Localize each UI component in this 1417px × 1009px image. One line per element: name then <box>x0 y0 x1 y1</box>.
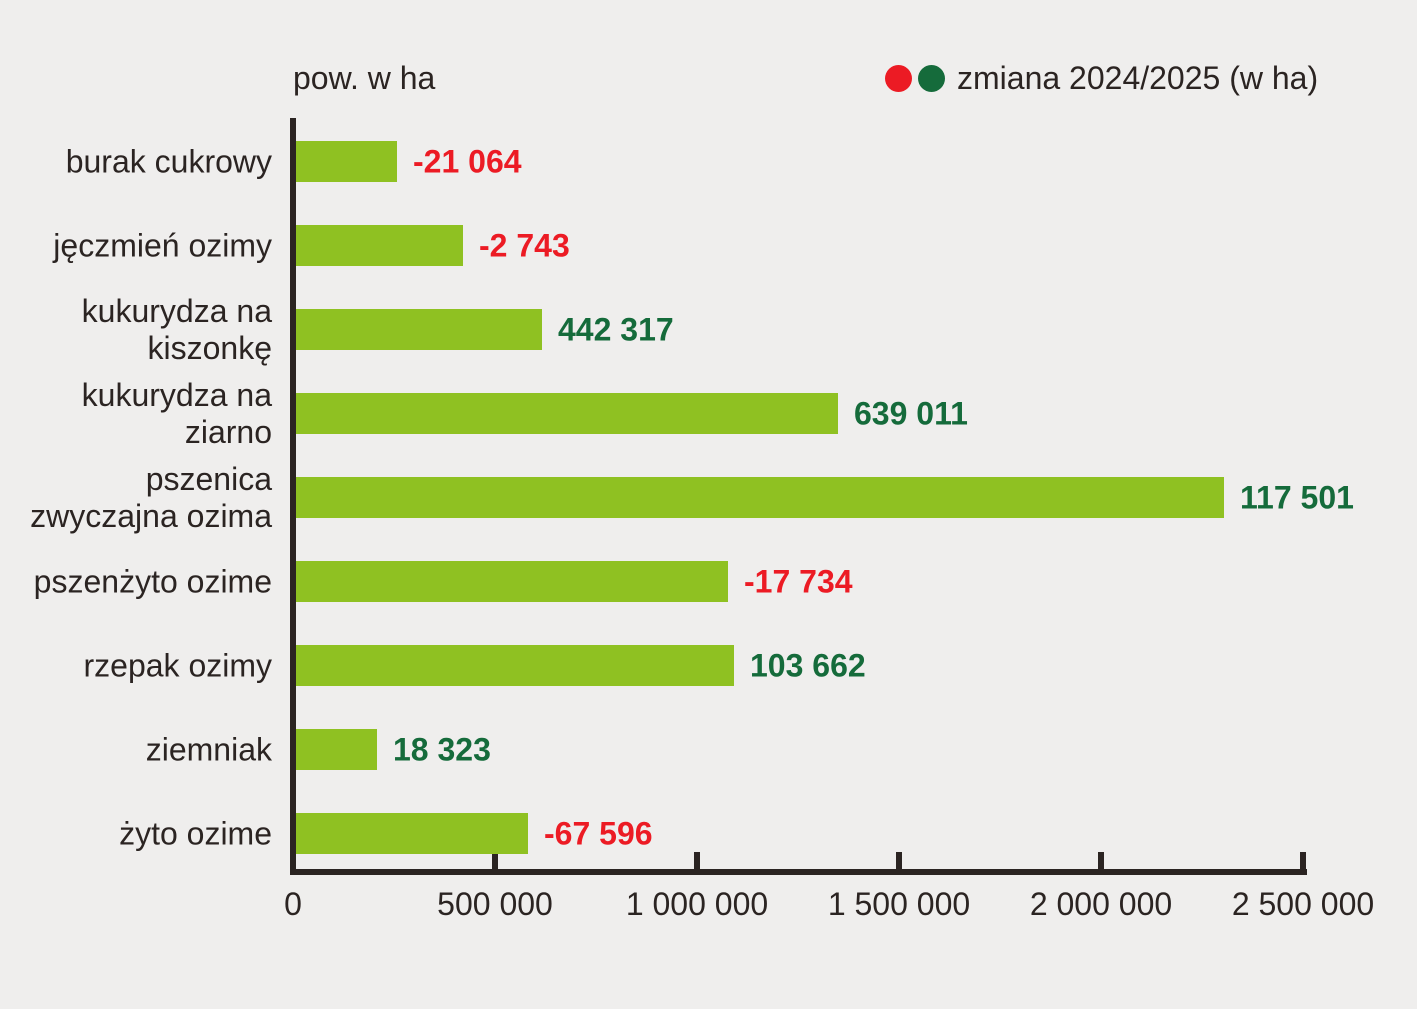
change-value-label: -17 734 <box>744 563 853 599</box>
category-label-line: pszenżyto ozime <box>33 563 272 599</box>
category-label-line: pszenica <box>145 460 272 497</box>
category-label-line: jęczmień ozimy <box>53 227 272 263</box>
x-axis-tick-label: 500 000 <box>437 886 553 922</box>
red-dot-icon <box>885 64 912 92</box>
change-value-label: -21 064 <box>413 143 522 179</box>
category-label: rzepak ozimy <box>0 647 273 684</box>
bar <box>296 477 1224 518</box>
x-axis-tick <box>694 852 700 869</box>
category-label-line: żyto ozime <box>119 815 272 851</box>
category-label: ziemniak <box>0 731 272 768</box>
category-label: pszenica zwyczajna ozima <box>0 461 272 535</box>
category-label-line: kukurydza na <box>81 376 272 413</box>
legend-label: zmiana 2024/2025 (w ha) <box>957 59 1319 96</box>
legend: zmiana 2024/2025 (w ha) <box>885 60 1318 96</box>
category-label: kukurydza na kiszonkę <box>0 293 272 367</box>
green-dot-icon <box>918 64 945 92</box>
bar <box>296 393 838 434</box>
x-axis-tick <box>1098 852 1104 869</box>
change-value-label: 117 501 <box>1240 479 1354 515</box>
category-label-line: kiszonkę <box>147 329 273 366</box>
category-label: kukurydza na ziarno <box>0 377 272 451</box>
change-value-label: 442 317 <box>558 311 674 347</box>
category-label-line: burak cukrowy <box>65 143 272 179</box>
x-axis-tick-label: 0 <box>284 886 302 922</box>
x-axis-line <box>290 869 1307 875</box>
change-value-label: -2 743 <box>479 227 570 263</box>
category-label-line: ziarno <box>184 413 272 450</box>
bar <box>296 309 542 350</box>
chart-title: pow. w ha <box>293 60 436 96</box>
x-axis-tick-label: 1 500 000 <box>827 886 971 922</box>
x-axis-tick-label: 2 500 000 <box>1231 886 1375 922</box>
category-label: żyto ozime <box>0 815 272 852</box>
category-label-line: rzepak ozimy <box>83 647 273 683</box>
category-label: burak cukrowy <box>0 143 272 180</box>
category-label-line: zwyczajna ozima <box>30 497 272 534</box>
change-value-label: -67 596 <box>544 815 653 851</box>
bar <box>296 561 728 602</box>
change-value-label: 639 011 <box>854 395 968 431</box>
bar <box>296 645 734 686</box>
x-axis-tick-label: 2 000 000 <box>1029 886 1173 922</box>
category-label: pszenżyto ozime <box>0 563 272 600</box>
x-axis-tick-label: 1 000 000 <box>625 886 769 922</box>
x-axis-tick <box>896 852 902 869</box>
bar <box>296 225 463 266</box>
x-axis-tick <box>1300 852 1306 869</box>
x-axis-tick <box>492 852 498 869</box>
bar <box>296 729 377 770</box>
y-axis-line <box>290 118 296 875</box>
change-value-label: 103 662 <box>750 647 866 683</box>
category-label-line: ziemniak <box>145 731 272 767</box>
bar <box>296 813 528 854</box>
bar <box>296 141 397 182</box>
category-label: jęczmień ozimy <box>0 227 272 264</box>
category-label-line: kukurydza na <box>81 292 272 329</box>
change-value-label: 18 323 <box>393 731 491 767</box>
